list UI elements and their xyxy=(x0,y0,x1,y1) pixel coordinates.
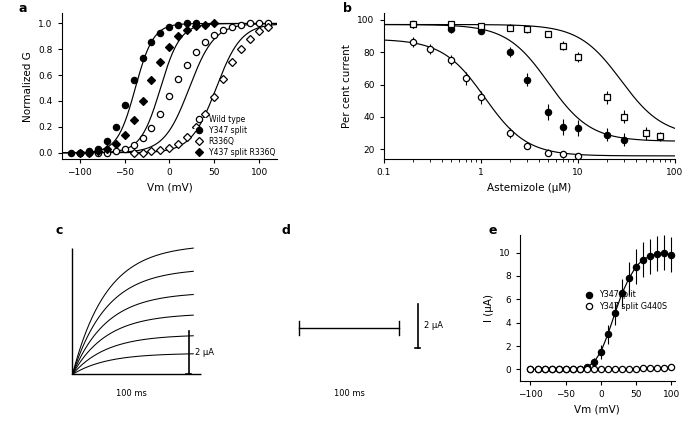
Text: c: c xyxy=(55,224,63,237)
Text: e: e xyxy=(489,224,497,237)
Legend: Y347split, Y347 split G440S: Y347split, Y347 split G440S xyxy=(577,287,671,314)
Text: d: d xyxy=(282,224,290,237)
X-axis label: Vm (mV): Vm (mV) xyxy=(147,183,192,193)
Text: b: b xyxy=(343,2,352,15)
Text: a: a xyxy=(18,2,27,15)
X-axis label: Astemizole (μM): Astemizole (μM) xyxy=(487,183,571,193)
Text: 100 ms: 100 ms xyxy=(116,389,147,398)
Y-axis label: Normalized G: Normalized G xyxy=(23,51,33,121)
Text: 2 μA: 2 μA xyxy=(424,321,443,331)
Text: 2 μA: 2 μA xyxy=(195,348,214,357)
Legend: Wild type, Y347 split, R336Q, Y437 split R336Q: Wild type, Y347 split, R336Q, Y437 split… xyxy=(191,115,275,157)
Text: 100 ms: 100 ms xyxy=(334,389,365,398)
Y-axis label: I (μA): I (μA) xyxy=(484,294,494,322)
X-axis label: Vm (mV): Vm (mV) xyxy=(575,405,620,415)
Y-axis label: Per cent current: Per cent current xyxy=(342,44,352,128)
